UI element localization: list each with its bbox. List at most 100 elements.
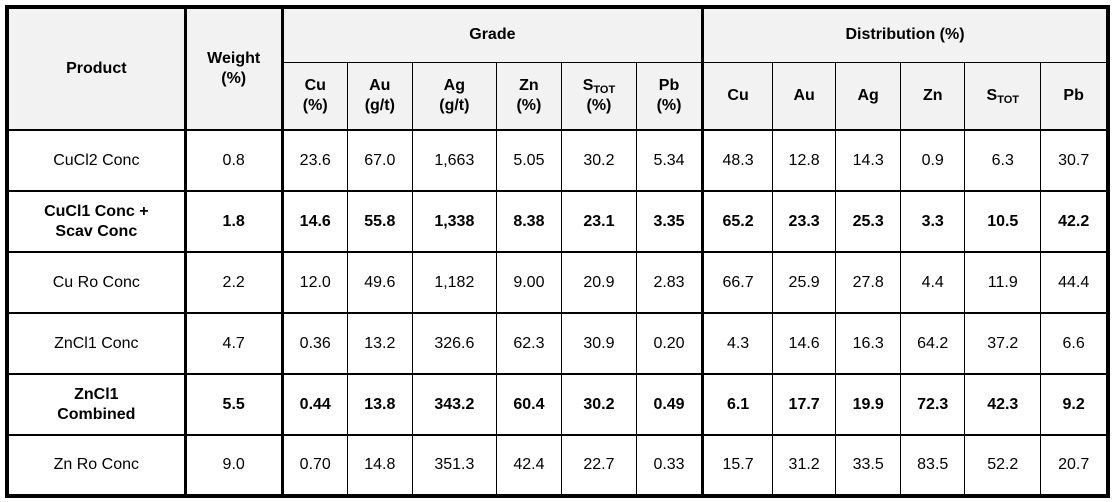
table-cell: 25.3 — [835, 190, 902, 253]
row-label: CuCl1 Conc + Scav Conc — [6, 190, 187, 253]
table-cell: 0.20 — [635, 312, 705, 375]
table-cell: 5.5 — [184, 373, 284, 436]
element-symbol: S — [582, 76, 594, 94]
table-cell: 42.3 — [964, 373, 1042, 436]
col-header-dist-pb: Pb — [1040, 61, 1109, 131]
table-cell: 62.3 — [495, 312, 562, 375]
table-row: CuCl1 Conc + Scav Conc 1.8 14.6 55.8 1,3… — [6, 190, 1109, 253]
table-cell: 33.5 — [835, 434, 902, 497]
table-cell: 30.2 — [560, 129, 637, 192]
table-cell: 14.6 — [281, 190, 348, 253]
row-label: Cu Ro Conc — [6, 251, 187, 314]
unit-label: (%) — [516, 96, 542, 114]
table-cell: 12.0 — [281, 251, 348, 314]
col-header-grade-stot: STOT (%) — [560, 61, 637, 131]
table-cell: 1,182 — [411, 251, 497, 314]
table-cell: 14.8 — [346, 434, 413, 497]
table-cell: 22.7 — [560, 434, 637, 497]
table-cell: 6.3 — [964, 129, 1042, 192]
table-cell: 14.6 — [772, 312, 837, 375]
table-cell: 52.2 — [964, 434, 1042, 497]
table-cell: 8.38 — [495, 190, 562, 253]
table-cell: 60.4 — [495, 373, 562, 436]
table-cell: 0.9 — [900, 129, 966, 192]
table-cell: 13.2 — [346, 312, 413, 375]
element-symbol: Cu — [727, 86, 749, 104]
table-cell: 2.2 — [184, 251, 284, 314]
col-header-weight: Weight (%) — [184, 6, 284, 131]
col-header-grade-au: Au (g/t) — [346, 61, 413, 131]
table-cell: 23.3 — [772, 190, 837, 253]
col-group-distribution: Distribution (%) — [702, 6, 1109, 63]
table-row: ZnCl1 Combined 5.5 0.44 13.8 343.2 60.4 … — [6, 373, 1109, 436]
table-cell: 16.3 — [835, 312, 902, 375]
table-cell: 19.9 — [835, 373, 902, 436]
element-symbol: S — [986, 86, 998, 104]
element-symbol: Pb — [658, 76, 680, 94]
table-cell: 343.2 — [411, 373, 497, 436]
table-cell: 65.2 — [702, 190, 774, 253]
table-cell: 27.8 — [835, 251, 902, 314]
table-cell: 2.83 — [635, 251, 705, 314]
table-cell: 4.4 — [900, 251, 966, 314]
element-symbol: Au — [369, 76, 391, 94]
table-cell: 6.1 — [702, 373, 774, 436]
table-row: Zn Ro Conc 9.0 0.70 14.8 351.3 42.4 22.7… — [6, 434, 1109, 497]
table-cell: 55.8 — [346, 190, 413, 253]
table-cell: 351.3 — [411, 434, 497, 497]
table-cell: 15.7 — [702, 434, 774, 497]
table-cell: 0.49 — [635, 373, 705, 436]
col-header-dist-cu: Cu — [702, 61, 774, 131]
row-label: ZnCl1 Combined — [6, 373, 187, 436]
col-header-dist-au: Au — [772, 61, 837, 131]
table-cell: 44.4 — [1040, 251, 1109, 314]
table-cell: 49.6 — [346, 251, 413, 314]
table-cell: 9.00 — [495, 251, 562, 314]
col-header-dist-zn: Zn — [900, 61, 966, 131]
table-cell: 23.6 — [281, 129, 348, 192]
table-cell: 5.05 — [495, 129, 562, 192]
table-cell: 10.5 — [964, 190, 1042, 253]
table-cell: 23.1 — [560, 190, 637, 253]
col-header-grade-pb: Pb (%) — [635, 61, 705, 131]
table-cell: 83.5 — [900, 434, 966, 497]
table-cell: 326.6 — [411, 312, 497, 375]
unit-label: (%) — [586, 96, 612, 114]
col-header-product: Product — [6, 6, 187, 131]
table-cell: 30.9 — [560, 312, 637, 375]
table-cell: 42.4 — [495, 434, 562, 497]
table-body: CuCl2 Conc 0.8 23.6 67.0 1,663 5.05 30.2… — [6, 129, 1109, 497]
row-label: Zn Ro Conc — [6, 434, 187, 497]
element-symbol: Au — [793, 86, 815, 104]
table-cell: 9.2 — [1040, 373, 1109, 436]
table-cell: 25.9 — [772, 251, 837, 314]
table-cell: 66.7 — [702, 251, 774, 314]
col-header-dist-ag: Ag — [835, 61, 902, 131]
element-symbol: Ag — [443, 76, 465, 94]
table-header: Product Weight (%) Grade Distribution (%… — [6, 6, 1109, 131]
col-header-grade-cu: Cu (%) — [281, 61, 348, 131]
table-cell: 42.2 — [1040, 190, 1109, 253]
element-subscript: TOT — [997, 93, 1019, 106]
table-cell: 0.33 — [635, 434, 705, 497]
element-symbol: Zn — [922, 86, 943, 104]
table-cell: 4.7 — [184, 312, 284, 375]
unit-label: (%) — [656, 96, 682, 114]
col-header-grade-ag: Ag (g/t) — [411, 61, 497, 131]
col-group-grade: Grade — [281, 6, 705, 63]
table-cell: 64.2 — [900, 312, 966, 375]
element-subscript: TOT — [593, 83, 616, 96]
table-cell: 31.2 — [772, 434, 837, 497]
table-cell: 0.70 — [281, 434, 348, 497]
table-cell: 67.0 — [346, 129, 413, 192]
table-cell: 48.3 — [702, 129, 774, 192]
metallurgical-results-table: Product Weight (%) Grade Distribution (%… — [5, 5, 1110, 498]
table-cell: 30.2 — [560, 373, 637, 436]
table-cell: 0.44 — [281, 373, 348, 436]
table-cell: 0.8 — [184, 129, 284, 192]
table-cell: 20.7 — [1040, 434, 1109, 497]
table-cell: 3.3 — [900, 190, 966, 253]
table-row: CuCl2 Conc 0.8 23.6 67.0 1,663 5.05 30.2… — [6, 129, 1109, 192]
table-cell: 12.8 — [772, 129, 837, 192]
unit-label: (%) — [302, 96, 328, 114]
